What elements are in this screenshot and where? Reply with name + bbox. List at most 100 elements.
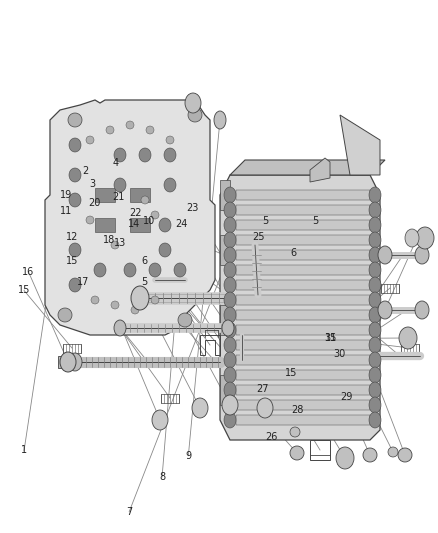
Ellipse shape: [224, 187, 236, 203]
Ellipse shape: [159, 243, 171, 257]
Bar: [236, 265, 370, 275]
Ellipse shape: [369, 187, 381, 203]
Ellipse shape: [214, 111, 226, 129]
Ellipse shape: [415, 301, 429, 319]
Ellipse shape: [369, 262, 381, 278]
Polygon shape: [220, 235, 230, 265]
Ellipse shape: [224, 202, 236, 218]
Text: 5: 5: [141, 278, 148, 287]
Text: 27: 27: [257, 384, 269, 394]
Polygon shape: [310, 158, 330, 182]
Ellipse shape: [224, 307, 236, 323]
Bar: [161, 393, 179, 402]
Polygon shape: [220, 175, 380, 440]
Text: 16: 16: [22, 267, 35, 277]
Text: 15: 15: [18, 286, 30, 295]
Ellipse shape: [126, 121, 134, 129]
Ellipse shape: [111, 301, 119, 309]
Ellipse shape: [114, 178, 126, 192]
Ellipse shape: [114, 320, 126, 336]
Ellipse shape: [152, 410, 168, 430]
Bar: [236, 325, 370, 335]
Ellipse shape: [369, 352, 381, 368]
Ellipse shape: [224, 382, 236, 398]
Ellipse shape: [378, 301, 392, 319]
Bar: [236, 235, 370, 245]
Text: 23: 23: [187, 203, 199, 213]
Ellipse shape: [224, 247, 236, 263]
Text: 22: 22: [130, 208, 142, 218]
Ellipse shape: [60, 352, 76, 372]
Ellipse shape: [86, 216, 94, 224]
Ellipse shape: [146, 126, 154, 134]
Ellipse shape: [69, 138, 81, 152]
Polygon shape: [45, 100, 215, 335]
Ellipse shape: [336, 447, 354, 469]
Text: 2: 2: [82, 166, 88, 175]
Ellipse shape: [369, 202, 381, 218]
Polygon shape: [340, 115, 380, 175]
Ellipse shape: [124, 263, 136, 277]
Ellipse shape: [151, 211, 159, 219]
Bar: [236, 280, 370, 290]
Ellipse shape: [363, 448, 377, 462]
Polygon shape: [230, 160, 385, 175]
Bar: [236, 295, 370, 305]
Ellipse shape: [369, 277, 381, 293]
Ellipse shape: [164, 178, 176, 192]
Bar: [236, 220, 370, 230]
Ellipse shape: [86, 136, 94, 144]
Ellipse shape: [398, 448, 412, 462]
Text: 6: 6: [290, 248, 297, 258]
Ellipse shape: [178, 313, 192, 327]
Ellipse shape: [58, 308, 72, 322]
Text: 24: 24: [176, 219, 188, 229]
Text: 11: 11: [60, 206, 72, 215]
Ellipse shape: [174, 263, 186, 277]
Bar: [236, 355, 370, 365]
Ellipse shape: [185, 93, 201, 113]
Ellipse shape: [224, 352, 236, 368]
Text: 3: 3: [89, 179, 95, 189]
Ellipse shape: [378, 246, 392, 264]
Text: 8: 8: [159, 472, 165, 482]
Text: 9: 9: [185, 451, 191, 461]
Ellipse shape: [388, 447, 398, 457]
Text: 5: 5: [262, 216, 268, 226]
Text: 19: 19: [60, 190, 72, 199]
Bar: [236, 340, 370, 350]
Text: 14: 14: [127, 219, 140, 229]
Text: 15: 15: [325, 334, 337, 343]
Ellipse shape: [151, 296, 159, 304]
Ellipse shape: [69, 168, 81, 182]
Ellipse shape: [222, 320, 234, 336]
Ellipse shape: [68, 113, 82, 127]
Ellipse shape: [222, 395, 238, 415]
Ellipse shape: [224, 232, 236, 248]
Ellipse shape: [106, 126, 114, 134]
Ellipse shape: [91, 296, 99, 304]
Text: 28: 28: [292, 406, 304, 415]
Ellipse shape: [369, 337, 381, 353]
Text: 26: 26: [265, 432, 278, 442]
Bar: [401, 343, 419, 352]
Ellipse shape: [94, 263, 106, 277]
Bar: [236, 370, 370, 380]
Ellipse shape: [399, 327, 417, 349]
Ellipse shape: [131, 306, 139, 314]
Bar: [236, 415, 370, 425]
Ellipse shape: [224, 277, 236, 293]
Ellipse shape: [139, 148, 151, 162]
Bar: [58, 356, 72, 368]
Ellipse shape: [131, 286, 149, 310]
Ellipse shape: [164, 148, 176, 162]
Text: 15: 15: [285, 368, 297, 378]
Bar: [236, 310, 370, 320]
Text: 13: 13: [114, 238, 127, 247]
Ellipse shape: [369, 292, 381, 308]
Ellipse shape: [149, 263, 161, 277]
Ellipse shape: [159, 218, 171, 232]
Text: 15: 15: [66, 256, 78, 266]
Text: 12: 12: [66, 232, 78, 242]
Ellipse shape: [405, 229, 419, 247]
